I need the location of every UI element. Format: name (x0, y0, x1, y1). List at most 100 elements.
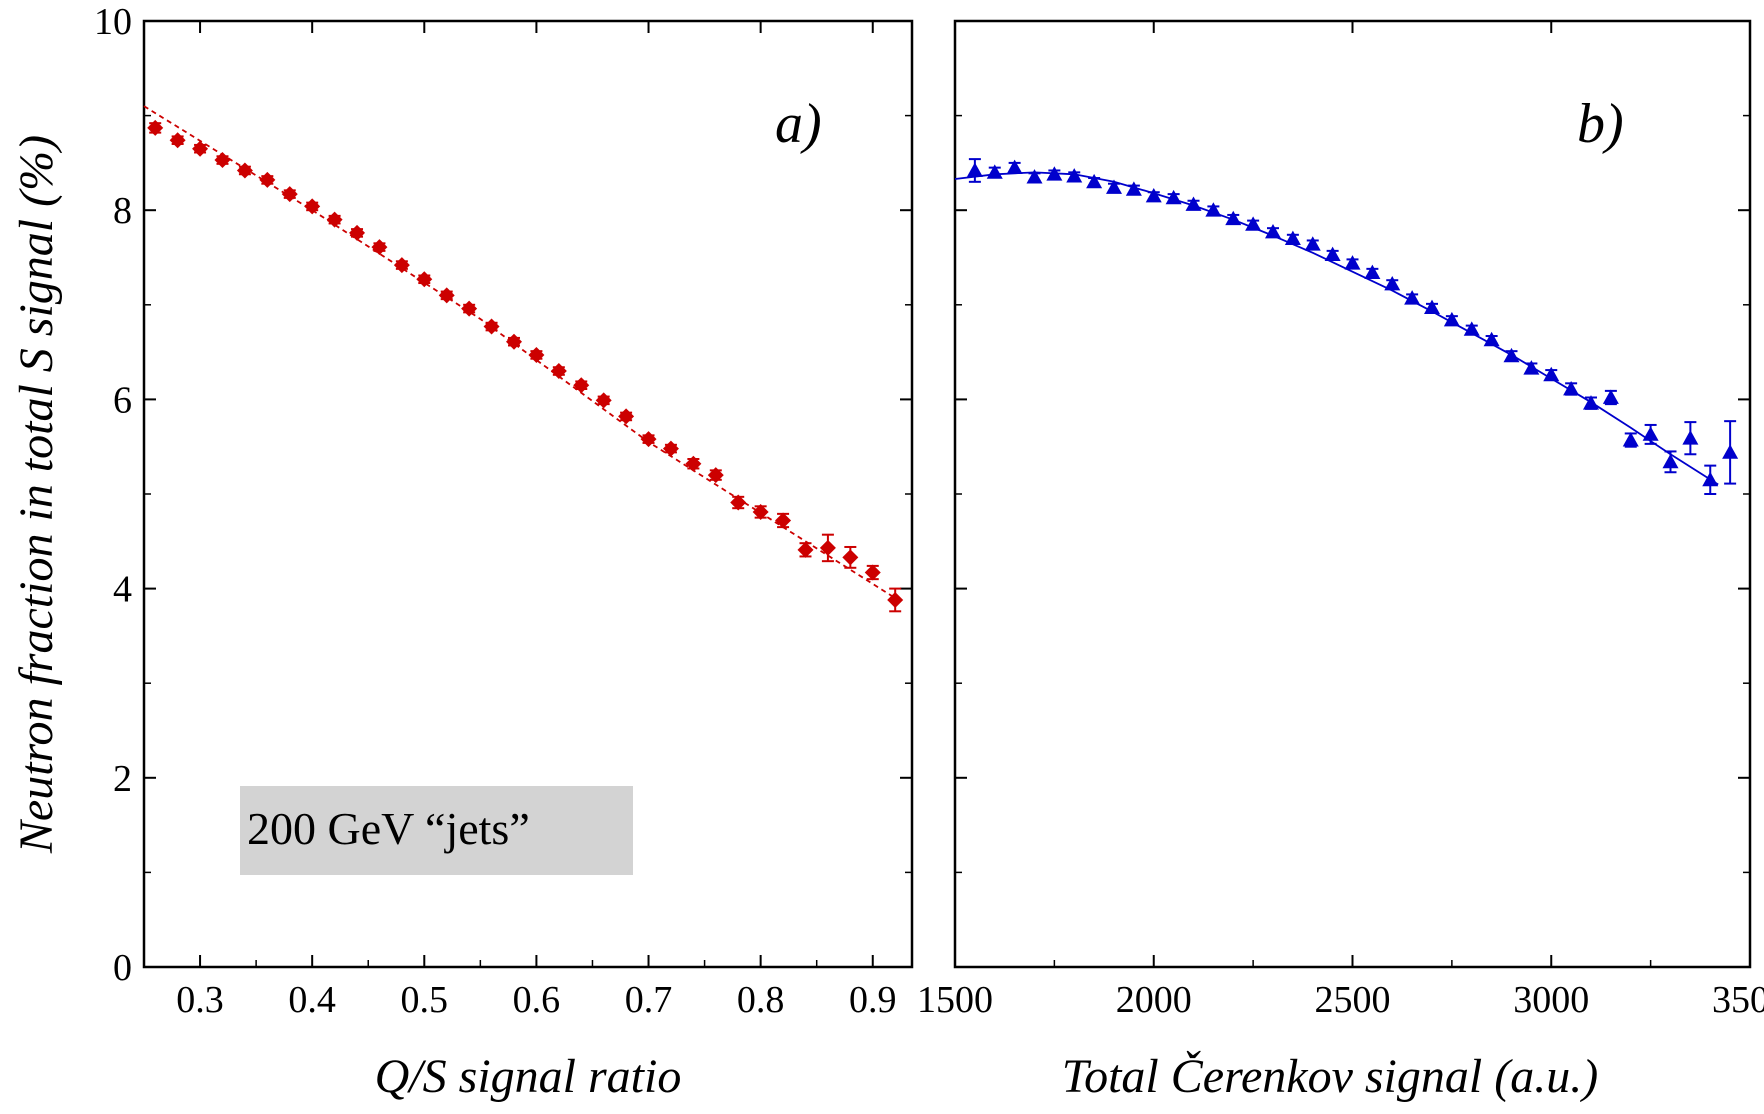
data-point (595, 392, 612, 409)
panel-a: 0.3 0.4 0.5 0.6 0.7 0.8 0.9 0 2 4 6 8 10 a) 200 GeV … (10, 1, 914, 1103)
data-point (662, 440, 679, 457)
x-tick-label: 0.8 (737, 979, 785, 1021)
data-point (1503, 347, 1520, 363)
x-tick-label: 2000 (1116, 979, 1192, 1021)
data-point (966, 162, 983, 177)
panel-a-xlabel: Q/S signal ratio (375, 1050, 682, 1103)
data-point (483, 318, 500, 335)
data-point (1225, 210, 1242, 226)
data-point (438, 287, 455, 304)
data-point (1483, 331, 1500, 347)
x-tick-label: 0.6 (513, 979, 561, 1021)
data-point (1304, 236, 1321, 251)
data-point (1205, 202, 1222, 217)
data-point (1086, 173, 1103, 189)
data-point (1284, 230, 1301, 245)
panel-a-ticks: 0.3 0.4 0.5 0.6 0.7 0.8 0.9 0 2 4 6 8 10 (94, 1, 912, 1021)
y-tick-label: 10 (94, 1, 132, 43)
data-point (192, 140, 209, 157)
data-point (1722, 444, 1739, 459)
data-point (393, 257, 410, 274)
data-point (1583, 395, 1599, 410)
data-point (1404, 290, 1421, 305)
data-point (147, 119, 164, 136)
panel-b-fit-layer (954, 171, 1719, 486)
data-point (1364, 264, 1381, 280)
data-point (986, 164, 1003, 179)
panel-b-frame (953, 19, 1752, 969)
x-tick-label: 0.7 (625, 979, 673, 1021)
x-tick-label: 0.4 (288, 979, 336, 1021)
x-tick-label: 0.9 (849, 979, 897, 1021)
x-tick-label: 0.5 (401, 979, 449, 1021)
data-point (640, 431, 657, 448)
y-tick-label: 6 (113, 379, 132, 421)
data-point (214, 152, 231, 169)
data-point (775, 512, 792, 529)
data-point (1463, 321, 1480, 336)
data-point (1563, 380, 1580, 396)
y-tick-label: 4 (113, 569, 132, 611)
x-tick-label: 1500 (917, 979, 993, 1021)
data-point (1165, 189, 1182, 205)
energy-label-box (240, 786, 633, 875)
panel-a-points-layer (147, 119, 904, 613)
panel-b: 1500 2000 2500 3000 3500 b) Total Čerenkov s… (917, 19, 1764, 1103)
data-point (326, 211, 343, 228)
data-point (1006, 159, 1023, 175)
data-point (281, 186, 298, 203)
data-point (819, 539, 836, 556)
panel-a-tag: a) (775, 93, 822, 155)
panel-b-points-layer (966, 158, 1739, 495)
energy-label: 200 GeV “jets” (247, 803, 530, 854)
data-point (1682, 430, 1699, 445)
data-point (259, 171, 276, 188)
data-point (1344, 255, 1361, 270)
data-point (1265, 223, 1281, 239)
data-point (1642, 426, 1659, 441)
data-point (707, 467, 724, 484)
data-point (864, 564, 881, 581)
data-point (1424, 299, 1440, 315)
data-point (1026, 169, 1043, 184)
panel-b-tag: b) (1577, 93, 1624, 155)
data-point (887, 591, 904, 608)
y-tick-label: 0 (113, 947, 132, 989)
x-tick-label: 0.3 (176, 979, 224, 1021)
data-point (1066, 168, 1083, 183)
data-point (1125, 181, 1142, 196)
x-tick-label: 3500 (1712, 979, 1764, 1021)
data-point (416, 271, 433, 288)
data-point (730, 494, 747, 511)
data-point (752, 503, 769, 520)
data-point (1523, 360, 1540, 375)
x-tick-label: 2500 (1315, 979, 1391, 1021)
y-tick-label: 2 (113, 758, 132, 800)
data-point (528, 346, 545, 363)
data-point (1443, 311, 1460, 327)
data-point (1602, 389, 1619, 404)
x-tick-label: 3000 (1513, 979, 1589, 1021)
data-point (573, 377, 590, 394)
data-point (550, 363, 567, 380)
data-point (304, 198, 321, 215)
fit-curve (954, 171, 1719, 486)
data-point (1662, 453, 1679, 469)
data-point (1543, 366, 1560, 382)
data-point (1384, 275, 1401, 291)
data-point (461, 300, 478, 317)
panel-a-ylabel: Neutron fraction in total S signal (%) (10, 135, 63, 854)
data-point (371, 239, 388, 256)
data-point (1622, 432, 1639, 447)
panel-b-ticks: 1500 2000 2500 3000 3500 (917, 20, 1764, 1021)
data-point (1324, 246, 1341, 262)
data-point (618, 408, 635, 425)
data-point (842, 549, 859, 566)
data-point (349, 224, 366, 241)
data-point (236, 162, 253, 179)
data-point (797, 541, 814, 558)
data-point (505, 333, 522, 350)
data-point (169, 132, 186, 149)
data-point (685, 455, 702, 472)
